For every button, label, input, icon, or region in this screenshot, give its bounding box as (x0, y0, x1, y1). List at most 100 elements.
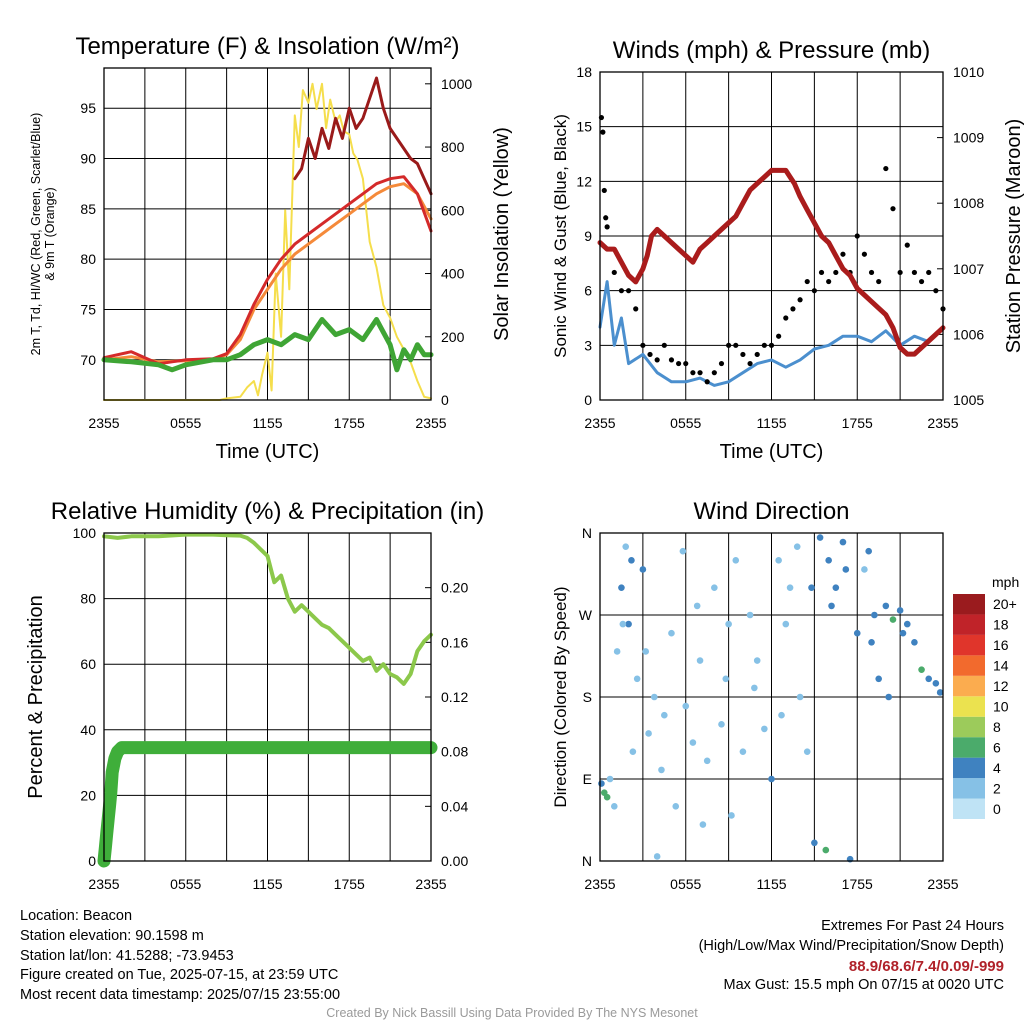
temp-series-line (103, 82, 432, 401)
wind-y2tick-label: 1010 (953, 64, 984, 80)
wind-xtick-label: 1155 (756, 415, 786, 431)
wind-y2tick-label: 1005 (953, 392, 984, 408)
wind-y2tick-label: 1007 (953, 261, 984, 277)
colorbar-swatch (953, 655, 985, 676)
dir-point (786, 584, 794, 591)
dir-point (613, 648, 621, 655)
wind-gust-point (797, 297, 803, 303)
dir-point (803, 748, 811, 755)
rh-y2tick-label: 0.12 (441, 689, 468, 705)
dir-point (722, 675, 730, 683)
wind-gust-point (918, 278, 925, 285)
colorbar-swatch (953, 594, 985, 615)
dir-point (899, 629, 907, 637)
dir-ylabel: Direction (Colored By Speed) (551, 586, 570, 807)
colorbar-swatch (953, 675, 985, 697)
temp-xtick-label: 2355 (415, 415, 446, 431)
dir-point (868, 639, 875, 646)
wind-xtick-label: 2355 (584, 415, 615, 431)
rh-y2tick-label: 0.00 (441, 853, 468, 869)
temp-ytick-label: 80 (80, 251, 96, 267)
temp-y2tick-label: 800 (441, 139, 465, 155)
rh-series-line (102, 532, 433, 686)
dir-point (839, 538, 847, 546)
temp-title: Temperature (F) & Insolation (W/m²) (75, 33, 459, 60)
colorbar-label: 10 (993, 699, 1009, 715)
rh-ytick-label: 100 (73, 525, 97, 541)
wind-xlabel: Time (UTC) (720, 441, 824, 463)
colorbar-swatch (953, 737, 985, 758)
dir-point (645, 730, 652, 737)
temp-series-line (102, 175, 433, 366)
dir-point (739, 748, 747, 755)
dir-point (732, 557, 740, 564)
wind-ytick-label: 6 (584, 283, 592, 299)
rh-series-line (97, 741, 438, 868)
wind-ytick-label: 3 (584, 337, 592, 353)
dir-point (606, 775, 614, 783)
wind-gust-point (654, 357, 660, 363)
wind-ytick-label: 9 (584, 228, 592, 244)
extremes-legend: (High/Low/Max Wind/Precipitation/Snow De… (698, 937, 1004, 954)
wind-gust-point (811, 288, 817, 294)
station-info: Location: Beacon Station elevation: 90.1… (20, 907, 340, 1006)
dir-point (718, 721, 725, 728)
dir-ytick-label: W (579, 607, 593, 623)
dir-ytick-label: E (583, 771, 592, 787)
dir-point (618, 584, 625, 591)
rh-y2tick-label: 0.16 (441, 634, 468, 650)
wind-gust-point (661, 342, 667, 348)
wind-plot-frame (599, 71, 944, 401)
wind-y2label: Station Pressure (Maroon) (1003, 119, 1024, 354)
temp-ytick-label: 70 (80, 352, 96, 368)
extremes-values: 88.9/68.6/7.4/0.09/-999 (848, 957, 1004, 975)
rh-xtick-label: 2355 (88, 876, 119, 892)
dir-point (696, 657, 704, 664)
wind-gust-point (733, 342, 739, 348)
wind-y2tick-label: 1009 (953, 130, 984, 146)
wind-gust-point (747, 360, 753, 367)
wind-gust-point (911, 269, 918, 276)
wind-ytick-label: 12 (576, 173, 592, 189)
temp-y2tick-label: 200 (441, 329, 465, 345)
wind-gust-point (854, 233, 860, 239)
wind-y2tick-label: 1006 (953, 326, 984, 342)
dir-point (816, 534, 824, 541)
temp-ytick-label: 85 (80, 201, 96, 217)
wind-gust-point (761, 342, 767, 348)
max-gust: Max Gust: 15.5 mph On 07/15 at 0020 UTC (723, 977, 1004, 994)
dir-point (653, 853, 661, 860)
wind-gust-point (647, 351, 653, 358)
wind-gust-point (883, 165, 889, 172)
dir-point (808, 584, 815, 591)
dir-point (622, 543, 630, 550)
wind-ylabel: Sonic Wind & Gust (Blue, Black) (551, 114, 570, 358)
colorbar-label: 16 (993, 637, 1009, 653)
wind-gust-point (904, 242, 910, 248)
dir-point (625, 620, 632, 628)
wind-xtick-label: 0555 (670, 415, 701, 431)
wind-gust-point (926, 269, 932, 276)
wind-gust-point (690, 370, 696, 376)
rh-xtick-label: 1155 (252, 876, 282, 892)
wind-gust-point (897, 269, 903, 276)
colorbar-label: 18 (993, 617, 1009, 633)
dir-point (911, 639, 918, 646)
dir-point (693, 602, 701, 610)
dir-point (629, 748, 637, 755)
wind-y2tick-label: 1008 (953, 195, 984, 211)
dir-point (746, 611, 754, 619)
dir-point (689, 739, 697, 746)
rh-ytick-label: 60 (80, 656, 96, 672)
temp-plot-frame (103, 67, 432, 401)
wind-gust-point (833, 269, 839, 276)
dir-point (682, 702, 690, 710)
wind-gust-point (633, 306, 639, 312)
temp-xtick-label: 2355 (88, 415, 119, 431)
wind-gust-point (640, 342, 646, 348)
temp-ytick-label: 95 (80, 100, 96, 116)
dir-point (679, 547, 687, 555)
extremes-panel: Extremes For Past 24 Hours (High/Low/Max… (699, 917, 1004, 996)
dir-point (753, 657, 761, 664)
dir-point (633, 675, 641, 683)
